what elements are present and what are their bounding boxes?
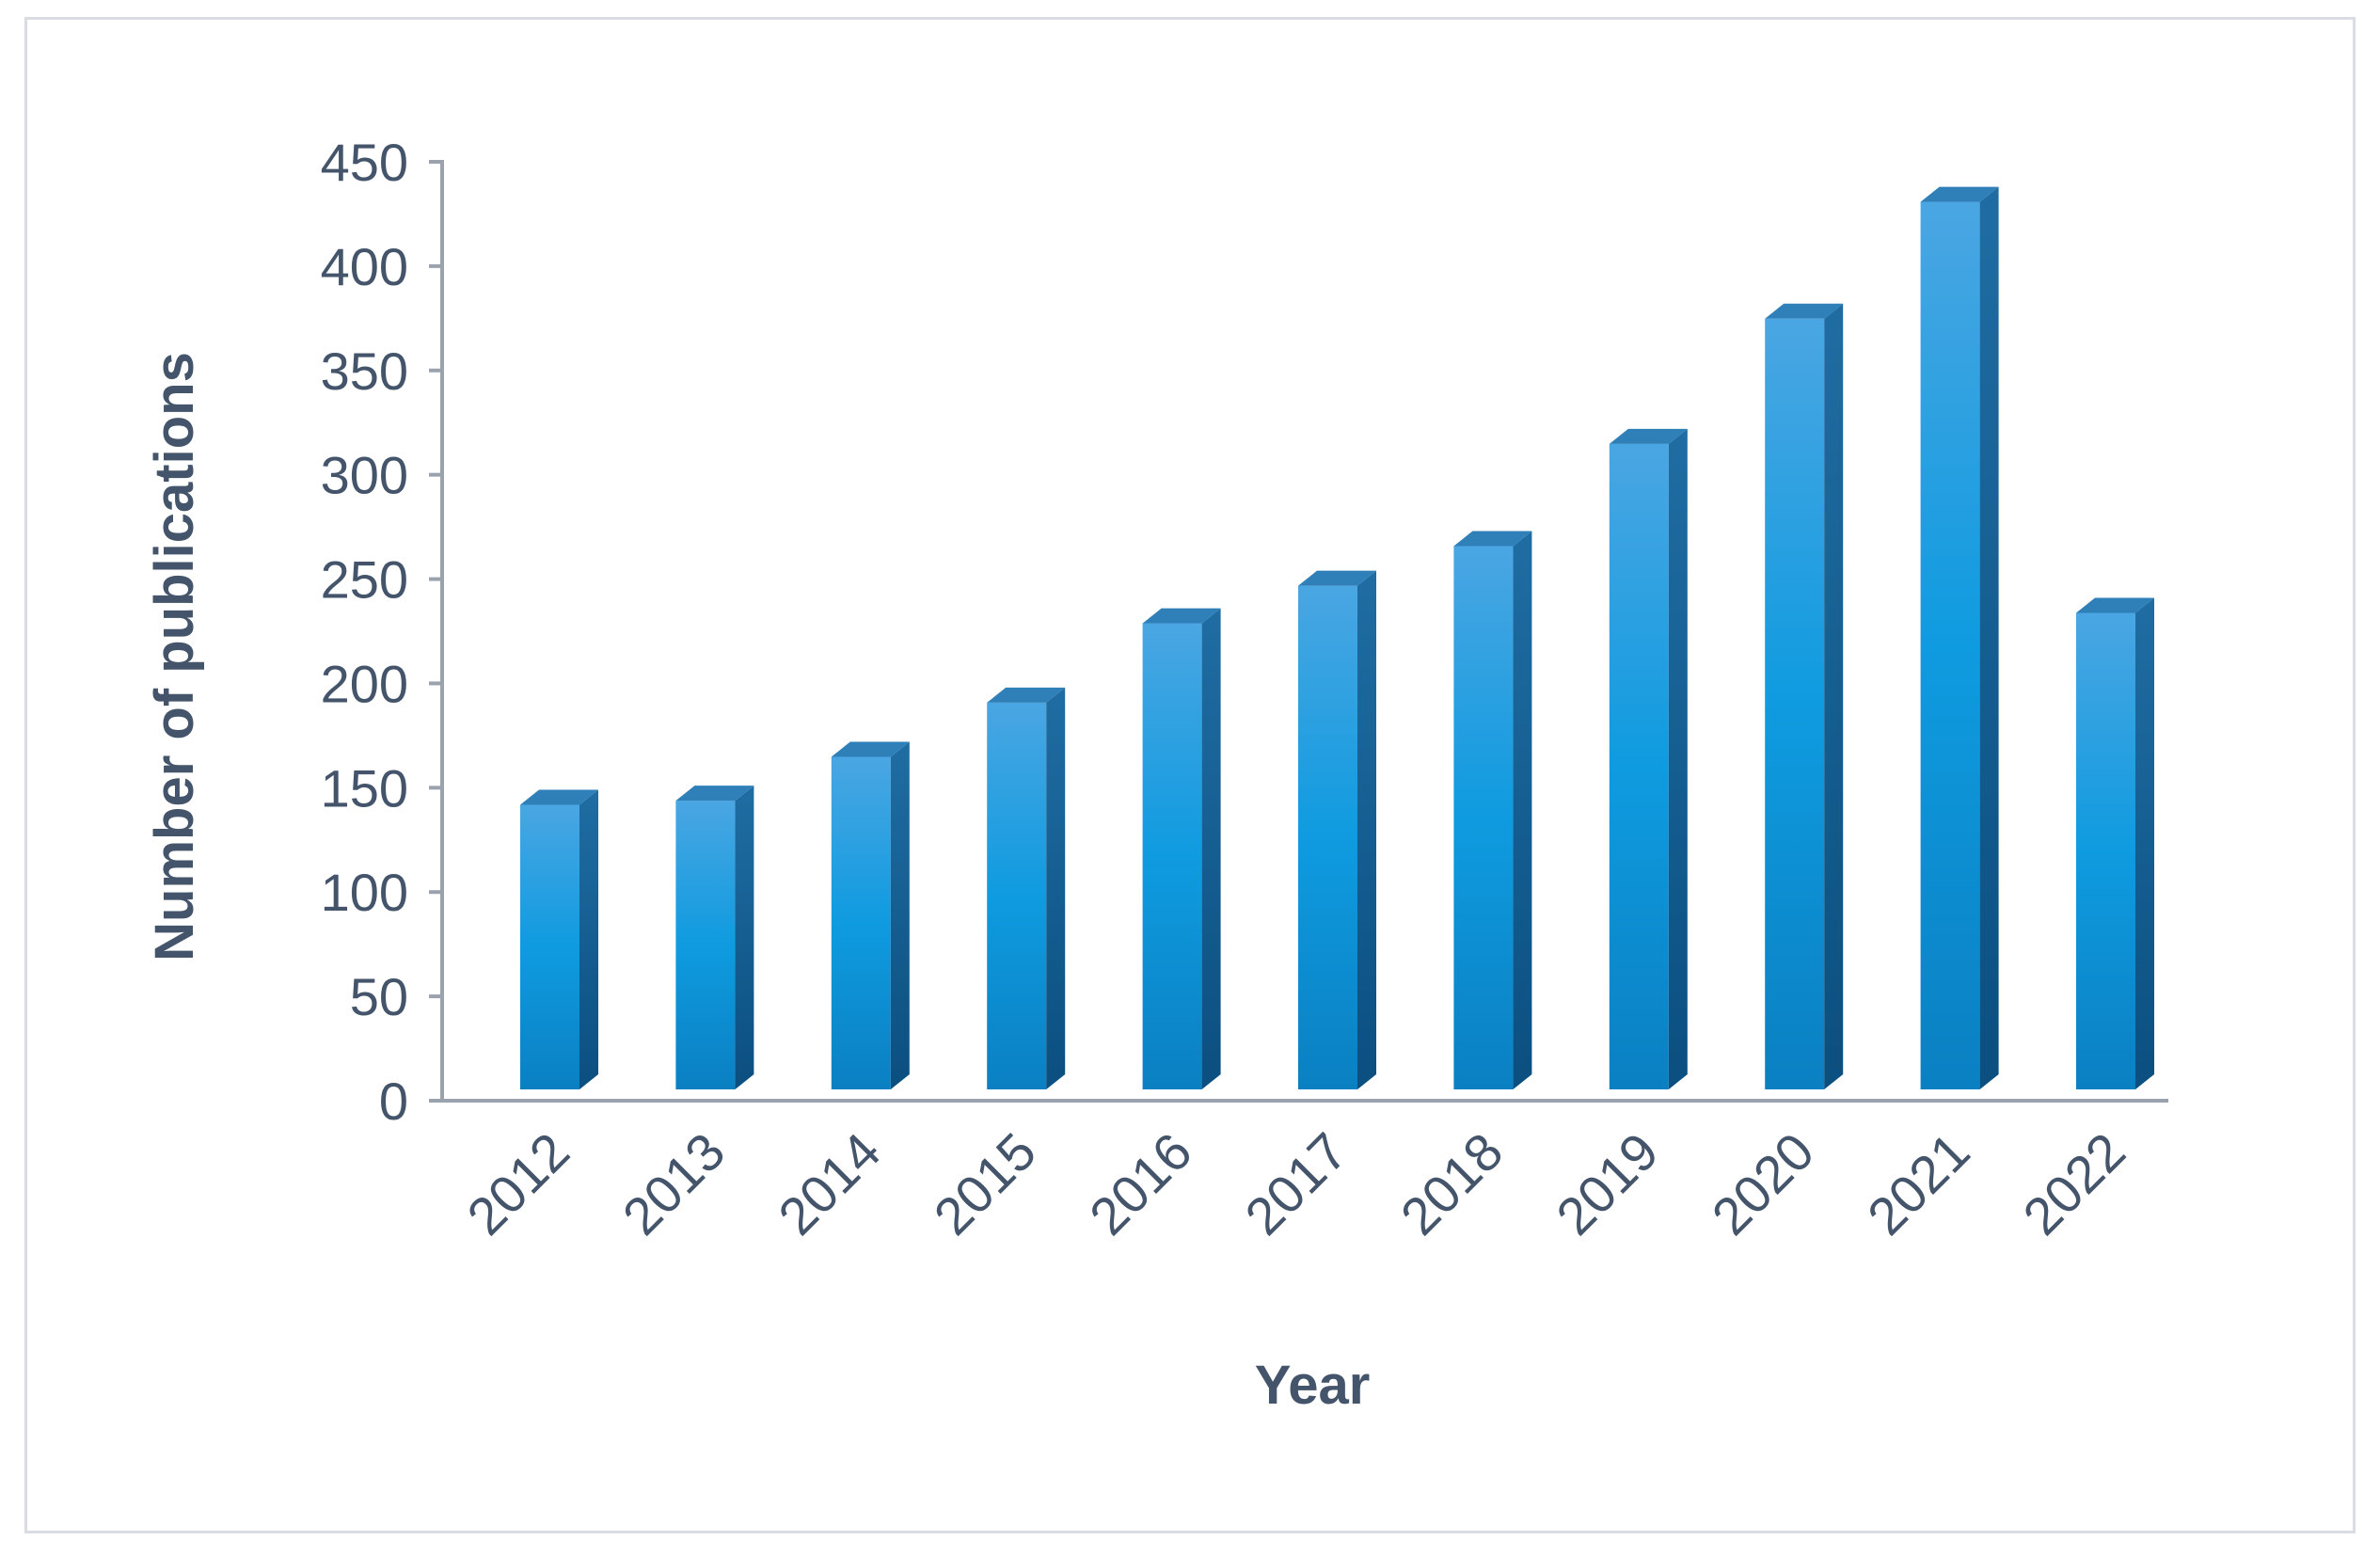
y-tick-label: 0 — [379, 1072, 408, 1131]
y-axis-title: Number of publications — [144, 352, 205, 961]
bar-2014 — [831, 741, 910, 1089]
bar-front-face — [1609, 443, 1669, 1089]
bar-side-face — [2135, 597, 2154, 1089]
bar-2017 — [1298, 570, 1376, 1089]
bar-top-face — [1453, 531, 1532, 547]
y-tick-label: 450 — [321, 133, 408, 192]
bar-side-face — [1824, 303, 1844, 1089]
y-tick-label: 200 — [321, 654, 408, 713]
bar-front-face — [1142, 623, 1202, 1089]
bar-front-face — [1765, 318, 1825, 1089]
bar-side-face — [1979, 186, 1999, 1089]
y-tick-label: 100 — [321, 863, 408, 922]
x-tick-label: 2015 — [923, 1121, 1048, 1246]
x-tick-label: 2019 — [1545, 1121, 1670, 1246]
bar-front-face — [1453, 546, 1514, 1089]
x-tick-label: 2012 — [455, 1121, 580, 1246]
bar-front-face — [675, 801, 736, 1089]
x-tick-label: 2022 — [2011, 1121, 2136, 1246]
bar-2021 — [1920, 186, 1999, 1089]
x-axis-ticks: 2012 2013 2014 2015 2016 2017 2018 2019 2020 2021… — [455, 1121, 2136, 1246]
y-axis-ticks: 0 50 100 150 200 250 300 350 400 450 — [321, 133, 442, 1131]
bar-side-face — [1201, 608, 1221, 1089]
bar-top-face — [675, 786, 754, 802]
y-tick-label: 300 — [321, 446, 408, 505]
y-tick-label: 50 — [350, 967, 408, 1026]
x-axis-title: Year — [1255, 1355, 1371, 1416]
bar-2018 — [1453, 531, 1532, 1089]
bar-2022 — [2076, 597, 2154, 1089]
bar-front-face — [520, 804, 579, 1089]
bar-front-face — [831, 756, 891, 1089]
bar-2012 — [520, 789, 598, 1089]
bar-top-face — [1142, 608, 1221, 624]
bar-side-face — [1668, 428, 1688, 1089]
y-tick-label: 400 — [321, 237, 408, 296]
bar-2016 — [1142, 608, 1221, 1089]
bar-top-face — [987, 687, 1066, 703]
bar-front-face — [1298, 585, 1357, 1089]
bar-2020 — [1765, 303, 1844, 1089]
bar-top-face — [1765, 303, 1844, 319]
bars — [520, 186, 2154, 1089]
x-tick-label: 2016 — [1078, 1121, 1203, 1246]
bar-front-face — [987, 702, 1047, 1089]
y-tick-label: 150 — [321, 758, 408, 818]
y-tick-label: 350 — [321, 341, 408, 401]
x-tick-label: 2021 — [1856, 1121, 1981, 1246]
x-tick-label: 2018 — [1389, 1121, 1515, 1246]
bar-side-face — [579, 789, 598, 1089]
bar-top-face — [831, 741, 910, 757]
bar-side-face — [1357, 570, 1376, 1089]
bar-2013 — [675, 786, 754, 1089]
bar-side-face — [735, 786, 754, 1089]
bar-front-face — [1920, 201, 1980, 1089]
bar-2019 — [1609, 428, 1688, 1089]
bar-2015 — [987, 687, 1066, 1089]
bar-top-face — [1920, 186, 1999, 202]
x-tick-label: 2014 — [767, 1121, 892, 1246]
bar-side-face — [1513, 531, 1532, 1089]
x-tick-label: 2013 — [611, 1121, 737, 1246]
bar-front-face — [2076, 612, 2135, 1089]
y-tick-label: 250 — [321, 550, 408, 610]
x-tick-label: 2017 — [1233, 1121, 1358, 1246]
bar-top-face — [520, 789, 598, 805]
bar-top-face — [1609, 428, 1688, 444]
bar-top-face — [2076, 597, 2154, 613]
bar-side-face — [890, 741, 910, 1089]
bar-side-face — [1046, 687, 1066, 1089]
x-tick-label: 2020 — [1701, 1121, 1826, 1246]
bar-top-face — [1298, 570, 1376, 586]
